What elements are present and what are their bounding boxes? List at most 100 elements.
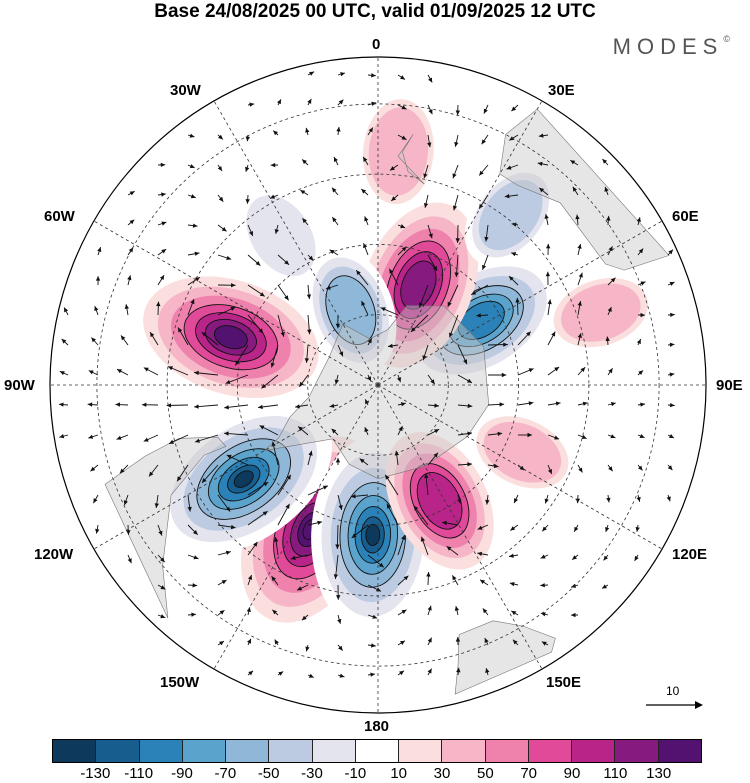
- wind-vector: [325, 284, 339, 290]
- wind-vector: [470, 284, 489, 296]
- wind-vector: [187, 612, 196, 617]
- colorbar-tick-label: 90: [563, 765, 581, 782]
- wind-vector: [217, 579, 227, 586]
- wind-vector: [95, 276, 101, 286]
- wind-vector: [194, 404, 219, 409]
- wind-vector: [479, 579, 489, 586]
- wind-vector: [577, 301, 582, 316]
- wind-vector: [577, 366, 586, 376]
- wind-vector: [457, 462, 472, 467]
- colorbar-swatch: [485, 740, 529, 762]
- anomaly-level: [365, 523, 381, 546]
- wind-vector: [307, 673, 314, 678]
- wind-vector: [277, 474, 292, 496]
- wind-vector: [397, 609, 407, 616]
- wind-vector: [487, 342, 508, 347]
- colorbar-tick-label: 50: [476, 765, 494, 782]
- wind-vector: [217, 306, 236, 316]
- wind-vector: [333, 554, 339, 579]
- wind-vector: [334, 374, 339, 385]
- wind-vector: [168, 434, 189, 445]
- wind-vector: [247, 510, 268, 526]
- colorbar-tick-label: 130: [646, 765, 672, 782]
- wind-vector: [606, 494, 611, 503]
- wind-vector: [157, 614, 166, 619]
- wind-vector: [271, 609, 279, 616]
- wind-vector: [187, 524, 199, 536]
- meridian-line: [377, 220, 663, 386]
- wind-vector: [544, 214, 549, 226]
- wind-vector: [427, 374, 436, 385]
- wind-vector: [397, 640, 406, 646]
- wind-vector: [367, 73, 376, 78]
- colorbar-tick-label: -90: [171, 765, 193, 782]
- wind-vector: [397, 670, 405, 676]
- anomaly-center-7: [305, 247, 397, 374]
- wind-vector: [513, 494, 519, 504]
- reference-vector-label: 10: [666, 684, 680, 698]
- wind-vector: [277, 254, 290, 266]
- colorbar-tick-label: -10: [344, 765, 367, 782]
- wind-vector: [455, 104, 460, 116]
- anomaly-center-9: [239, 187, 323, 284]
- wind-vector: [154, 494, 159, 508]
- wind-vector: [269, 194, 279, 199]
- wind-vector: [380, 307, 399, 316]
- lon-label-60w: 60W: [44, 208, 75, 225]
- wind-vector: [607, 402, 616, 407]
- lon-label-150w: 150W: [160, 674, 200, 691]
- wind-vector: [457, 403, 473, 409]
- wind-vector: [509, 582, 519, 587]
- wind-vector: [217, 164, 223, 172]
- wind-vector: [424, 473, 429, 496]
- brand-logo: MODES©: [613, 34, 730, 60]
- wind-vector: [389, 164, 399, 171]
- wind-vector: [187, 133, 195, 138]
- wind-vector: [157, 192, 166, 197]
- wind-vector: [331, 187, 339, 196]
- wind-vector: [667, 249, 674, 256]
- wind-vector: [290, 554, 309, 560]
- wind-vector: [176, 464, 189, 482]
- colorbar-swatch: [572, 740, 616, 762]
- wind-vector: [447, 284, 459, 307]
- wind-vector: [307, 450, 313, 466]
- lon-label-120w: 120W: [34, 546, 74, 563]
- wind-vector: [666, 494, 671, 502]
- wind-vector: [157, 248, 167, 256]
- wind-vector: [457, 374, 473, 384]
- wind-vector: [127, 219, 135, 226]
- wind-vector: [454, 134, 459, 147]
- wind-vector: [87, 402, 99, 407]
- wind-vector: [299, 374, 309, 388]
- wind-vector: [177, 327, 189, 346]
- wind-vector: [577, 243, 582, 256]
- wind-vector: [126, 524, 131, 535]
- wind-vector: [95, 524, 100, 534]
- wind-vector: [606, 215, 611, 226]
- wind-vector: [277, 314, 285, 337]
- colorbar-tick-label: 10: [390, 765, 407, 782]
- wind-vector: [272, 130, 279, 136]
- wind-vector: [367, 127, 374, 136]
- wind-vector: [235, 344, 249, 366]
- wind-vector: [61, 338, 69, 346]
- wind-vector: [226, 454, 249, 466]
- wind-vector: [224, 404, 249, 410]
- wind-vector: [517, 401, 534, 406]
- wind-vector: [301, 159, 309, 166]
- map-boundary: [49, 56, 707, 714]
- wind-vector: [187, 298, 195, 316]
- wind-vector: [547, 464, 553, 475]
- anomaly-level: [416, 472, 463, 530]
- wind-vector: [157, 274, 165, 286]
- wind-vector: [59, 434, 69, 439]
- wind-vector: [337, 344, 344, 357]
- meridian-line: [93, 384, 379, 550]
- meridian-line: [93, 220, 379, 386]
- wind-vector: [157, 584, 166, 590]
- wind-vector: [547, 366, 560, 376]
- wind-vector: [270, 344, 279, 368]
- colorbar-swatch: [399, 740, 443, 762]
